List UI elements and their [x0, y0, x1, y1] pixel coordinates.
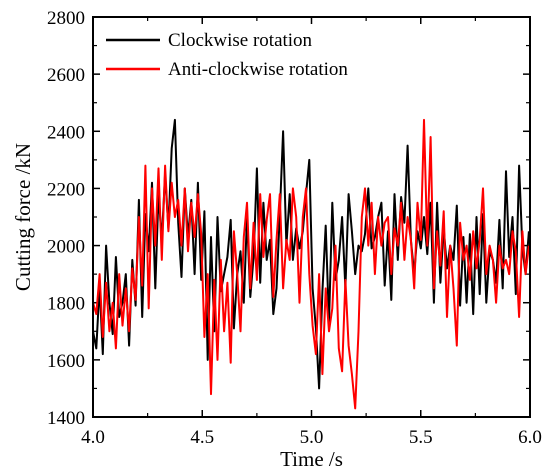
x-tick-label: 5.5 [409, 427, 433, 448]
y-tick-label: 2800 [47, 8, 85, 29]
y-tick-label: 2000 [47, 237, 85, 258]
x-tick-label: 4.0 [81, 427, 105, 448]
plot-frame [92, 16, 531, 418]
y-tick-label: 1800 [47, 294, 85, 315]
legend-label-clockwise: Clockwise rotation [168, 30, 313, 51]
legend: Clockwise rotation Anti-clockwise rotati… [106, 30, 348, 80]
y-tick-label: 1400 [47, 408, 85, 429]
tick-labels: 4.0 4.5 5.0 5.5 6.0 1400 1600 1800 2000 2200 2400 2… [47, 8, 542, 448]
y-tick-label: 2200 [47, 179, 85, 200]
legend-label-anti-clockwise: Anti-clockwise rotation [168, 59, 348, 80]
y-tick-label: 2400 [47, 122, 85, 143]
x-tick-label: 6.0 [518, 427, 542, 448]
x-axis-title: Time /s [280, 447, 343, 471]
series-anti-clockwise-line [92, 118, 530, 410]
y-tick-label: 1600 [47, 351, 85, 372]
series-lines [92, 118, 530, 410]
y-tick-label: 2600 [47, 65, 85, 86]
y-axis-title: Cutting force /kN [11, 143, 35, 291]
x-tick-label: 5.0 [300, 427, 324, 448]
x-tick-label: 4.5 [190, 427, 214, 448]
